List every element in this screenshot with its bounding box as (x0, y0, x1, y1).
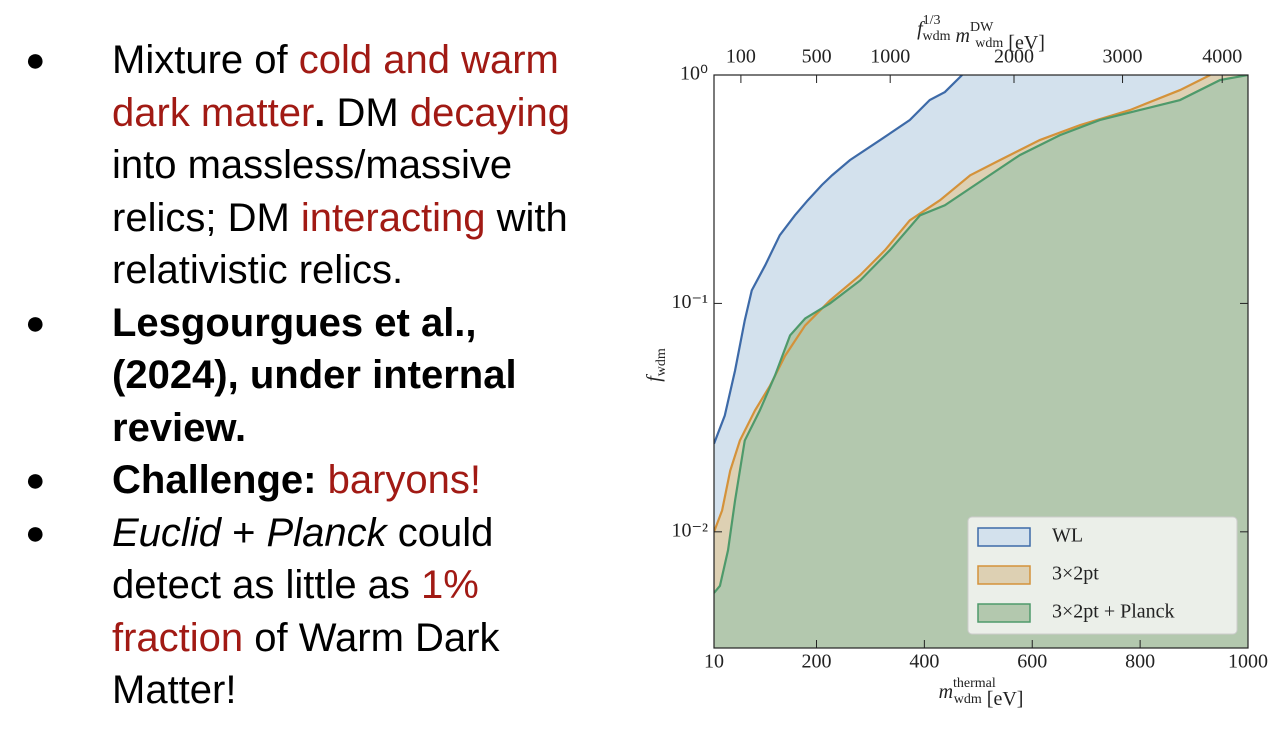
text-run: detect as little as (112, 563, 422, 607)
label-sup: 1/3 (923, 13, 941, 28)
x-tick-label: 1000 (1228, 651, 1268, 673)
legend-label: WL (1052, 525, 1083, 547)
x2-tick-label: 3000 (1103, 46, 1143, 68)
x-tick-label: 200 (801, 651, 831, 673)
legend-label: 3×2pt (1052, 563, 1099, 585)
label-part: [eV] (1003, 32, 1045, 54)
plot-area (714, 75, 1248, 648)
bullet-line: ● Lesgourgues et al., (0, 297, 640, 350)
text-run: dark matter (112, 90, 315, 135)
label-sub: wdm (654, 348, 669, 376)
text-run: relativistic relics. (112, 248, 404, 292)
text-run: (2024), under internal (112, 353, 517, 397)
text-run: 1% (421, 563, 479, 607)
text-run: Lesgourgues et al., (112, 300, 477, 345)
x2-tick-label: 500 (802, 46, 832, 68)
label-part: f (643, 374, 665, 382)
legend-swatch (977, 603, 1031, 623)
text-run: into massless/massive (112, 143, 513, 187)
series-line (714, 75, 963, 445)
x2-tick-label: 2000 (994, 46, 1034, 68)
label-part: [eV] (982, 688, 1024, 710)
text-run: fraction (112, 615, 244, 660)
x2-tick-label: 1000 (870, 46, 910, 68)
bullet-dot: ● (25, 513, 46, 552)
label-sub: wdm (923, 29, 951, 44)
plot-frame (713, 74, 1249, 649)
text-run: Euclid (112, 510, 221, 555)
text-run: relics; DM (112, 195, 301, 240)
y-tick-label: 10⁰ (680, 63, 708, 85)
bullet-line: into massless/massive (0, 139, 640, 192)
series-line (714, 75, 1248, 594)
bullet-line: Matter! (0, 664, 640, 717)
x-tick-label: 400 (909, 651, 939, 673)
text-run: could (386, 510, 494, 555)
bullet-line: (2024), under internal (0, 349, 640, 402)
text-run: . (314, 90, 337, 135)
bullet-line: ● Euclid + Planck could (0, 507, 640, 560)
text-run: cold and warm (298, 38, 559, 82)
series-line (714, 75, 1211, 533)
label-sub: wdm (954, 692, 982, 707)
bullet-list: ● Mixture of cold and warm dark matter. DM… (0, 34, 640, 717)
label-sup: thermal (953, 676, 996, 691)
bullet-line: ● Mixture of cold and warm (0, 34, 640, 87)
bullet-line: relativistic relics. (0, 244, 640, 297)
bullet-line: fraction of Warm Dark (0, 612, 640, 665)
text-run: of Warm Dark (243, 615, 500, 660)
bullet-line: ● Challenge: baryons! (0, 454, 640, 507)
text-run: baryons! (327, 458, 482, 502)
text-run: Planck (266, 510, 387, 555)
text-run: decaying (409, 90, 570, 135)
bullet-line: detect as little as 1% (0, 559, 640, 612)
x2-axis-label: f1/3 wdm mDW wdm [eV] (917, 13, 1045, 53)
legend-swatch (977, 565, 1031, 585)
y-tick-label: 10⁻¹ (671, 291, 708, 313)
label-part: f (917, 18, 925, 40)
text-run: Challenge: (112, 458, 328, 502)
y-axis-label: fwdm (643, 348, 670, 382)
bullet-line: review. (0, 402, 640, 455)
label-sub: wdm (975, 36, 1003, 51)
text-run: review. (112, 405, 247, 450)
bullet-dot: ● (25, 461, 46, 499)
label-part: m (939, 681, 953, 703)
text-run: DM (336, 90, 410, 135)
legend-swatch (977, 527, 1031, 547)
bullet-dot: ● (25, 303, 46, 342)
x2-tick-label: 100 (726, 46, 756, 68)
legend-label: 3×2pt + Planck (1052, 601, 1175, 623)
y-tick-label: 10⁻² (671, 519, 708, 541)
label-sup: DW (970, 20, 994, 35)
x-tick-label: 800 (1125, 651, 1155, 673)
x-tick-label: 10 (704, 651, 724, 673)
bullet-line: dark matter. DM decaying (0, 87, 640, 140)
label-part: m (951, 25, 970, 47)
text-run: Matter! (112, 668, 237, 712)
text-run: + (220, 510, 267, 555)
x2-tick-label: 4000 (1202, 46, 1242, 68)
bullet-line: relics; DM interacting with (0, 192, 640, 245)
x-axis-label: mthermal wdm [eV] (939, 676, 1024, 709)
text-run: with (485, 195, 568, 240)
area-fill (714, 75, 1248, 648)
text-run: interacting (300, 195, 486, 240)
legend-box (967, 516, 1238, 635)
bullet-dot: ● (25, 41, 46, 79)
text-run: Mixture of (112, 38, 299, 82)
x-tick-label: 600 (1017, 651, 1047, 673)
